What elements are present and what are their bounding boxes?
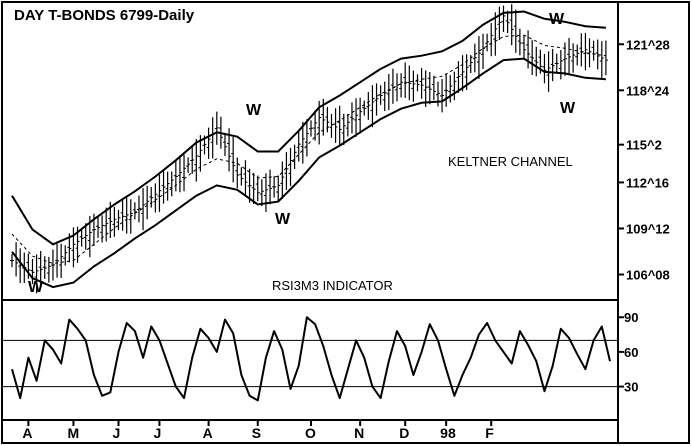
rsi-tick-label: 30 <box>624 380 638 395</box>
wave-mark: W <box>246 102 262 119</box>
x-axis-ticks: A M J J A S O N D 98 F <box>22 420 494 441</box>
price-tick-label: 106^08 <box>626 268 670 283</box>
x-tick-label: 98 <box>440 425 456 441</box>
price-tick-label: 115^2 <box>626 138 662 153</box>
indicator-label: RSI3M3 INDICATOR <box>272 278 393 293</box>
x-tick-label: F <box>485 425 494 441</box>
series-keltner-lower <box>11 57 606 289</box>
price-tick-label: 112^16 <box>626 175 669 190</box>
x-tick-label: J <box>112 425 120 441</box>
price-y-ticks: 121^28 118^24 115^2 112^16 109^12 106^08 <box>618 37 670 283</box>
wave-marks: W W W W W <box>28 11 576 296</box>
keltner-lines <box>11 10 606 289</box>
keltner-annotation: KELTNER CHANNEL <box>448 154 573 169</box>
x-tick-label: A <box>203 425 213 441</box>
rsi-reference-lines <box>2 339 618 388</box>
rsi-y-ticks: 90 60 30 <box>618 310 638 395</box>
price-tick-label: 109^12 <box>626 221 670 236</box>
x-tick-label: M <box>67 425 79 441</box>
x-tick-label: D <box>399 425 409 441</box>
price-tick-label: 121^28 <box>626 37 670 52</box>
x-tick-label: N <box>354 425 364 441</box>
wave-mark: W <box>560 100 576 117</box>
rsi-line <box>11 316 611 402</box>
x-tick-label: A <box>22 425 32 441</box>
price-tick-label: 118^24 <box>626 83 670 98</box>
x-tick-label: S <box>252 425 261 441</box>
rsi-tick-label: 90 <box>624 310 638 325</box>
rsi-tick-label: 60 <box>624 345 638 360</box>
wave-mark: W <box>28 279 44 296</box>
series-keltner-upper <box>11 10 606 246</box>
series-rsi3m3 <box>11 316 611 402</box>
x-tick-label: J <box>153 425 161 441</box>
series-keltner-mid <box>11 34 606 265</box>
x-tick-label: O <box>305 425 316 441</box>
chart-title: DAY T-BONDS 6799-Daily <box>14 7 195 24</box>
wave-mark: W <box>275 211 291 228</box>
wave-mark: W <box>549 11 565 28</box>
